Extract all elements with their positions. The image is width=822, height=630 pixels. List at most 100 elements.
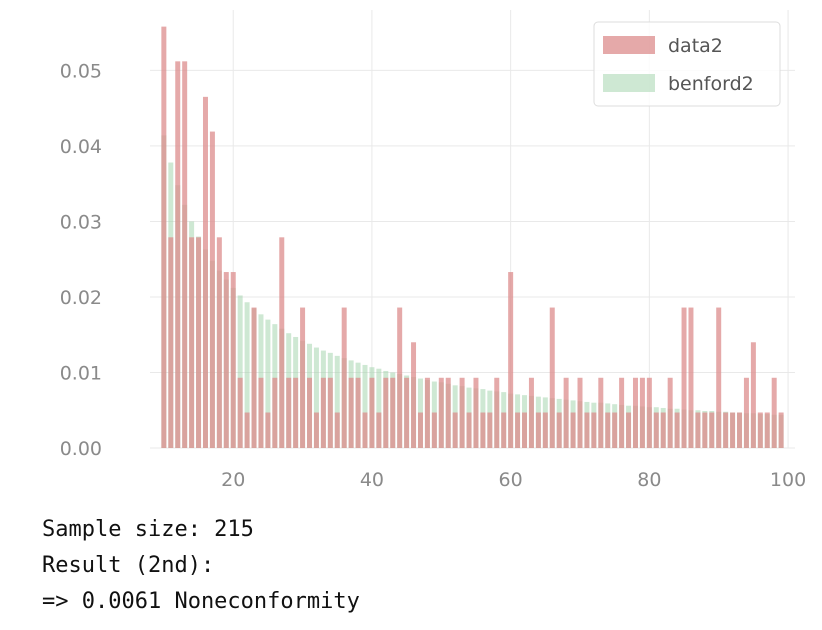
data2-bar [688,307,694,448]
data2-bar [272,377,278,448]
data2-bar [695,412,701,448]
data2-bar [508,272,514,448]
legend-label-benford2: benford2 [668,73,754,95]
data2-bar [244,412,250,448]
data2-bar [237,377,243,448]
data2-bar [570,412,576,448]
y-tick-label: 0.03 [60,211,102,233]
data2-bar [300,307,306,448]
data2-bar [445,377,451,448]
x-tick-label: 20 [221,469,245,491]
legend-label-data2: data2 [668,35,723,57]
data2-bar [307,377,313,448]
data2-bar [362,412,368,448]
data2-bar [209,131,215,448]
data2-bar [223,272,229,448]
data2-bar [730,412,736,448]
data2-bar [452,412,458,448]
data2-bar [161,26,167,449]
data2-bar [230,272,236,448]
data2-bar [549,307,555,448]
data2-bar [702,412,708,448]
data2-bar [626,412,632,448]
data2-bar [542,412,548,448]
data2-bar [320,377,326,448]
benford2-bar [334,355,340,448]
data2-bar [743,377,749,448]
data2-bar [632,377,638,448]
data2-bar [355,377,361,448]
data2-bar [535,412,541,448]
data2-bar [598,377,604,448]
data2-bar [723,412,729,448]
legend-swatch-data2 [603,36,655,54]
data2-bar [459,377,465,448]
benford2-bar [265,319,271,448]
x-tick-label: 100 [770,469,806,491]
data2-bar [660,412,666,448]
data2-bar [709,412,715,448]
data2-bar [515,412,521,448]
y-tick-label: 0.00 [60,438,102,460]
benford2-bar [376,368,382,448]
data2-bar [757,412,763,448]
data2-bar [480,412,486,448]
data2-bar [390,377,396,448]
data2-bar [750,342,756,448]
data2-bar [175,61,181,448]
data2-bar [501,412,507,448]
data2-bar [404,377,410,448]
data2-bar [681,307,687,448]
data2-bar [258,377,264,448]
x-tick-label: 40 [360,469,384,491]
data2-bar [189,237,195,448]
x-tick-label: 60 [499,469,523,491]
data2-bar [417,412,423,448]
y-tick-label: 0.05 [60,60,102,82]
data2-bar [591,412,597,448]
data2-bar [653,412,659,448]
y-tick-label: 0.02 [60,287,102,309]
data2-bar [674,412,680,448]
benford2-bar [237,295,243,448]
data2-bar [522,412,528,448]
data2-bar [584,412,590,448]
data2-bar [369,377,375,448]
x-tick-labels: 20 40 60 80 100 [221,469,806,491]
benford2-bar [244,302,250,448]
result-value-line: => 0.0061 Noneconformity [42,589,360,614]
data2-bar [556,412,562,448]
data2-bar [528,377,534,448]
data2-bar [667,377,673,448]
text-output: Sample size: 215 Result (2nd): => 0.0061 N… [42,512,360,620]
data2-bar [383,377,389,448]
data2-bar [341,307,347,448]
data2-bar [334,412,340,448]
data2-bar [639,377,645,448]
data2-bar [487,412,493,448]
data2-bar [605,412,611,448]
data2-bar [466,412,472,448]
data2-bar [771,377,777,448]
data2-bar [411,342,417,448]
data2-bar [397,307,403,448]
data2-bar [251,307,257,448]
data2-bar [196,237,202,448]
y-tick-labels: 0.00 0.01 0.02 0.03 0.04 0.05 [60,60,102,460]
data2-bars [161,26,784,449]
data2-bar [646,377,652,448]
data2-bar [202,96,208,448]
data2-bar [737,412,743,448]
data2-bar [376,412,382,448]
data2-bar [424,377,430,448]
data2-bar [494,377,500,448]
y-tick-label: 0.04 [60,136,102,158]
data2-bar [764,412,770,448]
data2-bar [293,377,299,448]
data2-bar [438,377,444,448]
data2-bar [313,412,319,448]
data2-bar [216,237,222,448]
result-label-line: Result (2nd): [42,553,215,578]
data2-bar [431,412,437,448]
data2-bar [348,377,354,448]
